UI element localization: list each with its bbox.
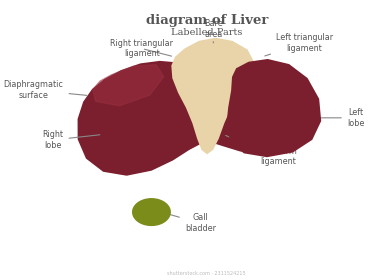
Text: Gall
bladder: Gall bladder [164,213,216,233]
Text: Falciform
ligament: Falciform ligament [226,136,297,166]
Text: Bare
area: Bare area [204,19,223,43]
Polygon shape [171,38,254,154]
Text: Right
lobe: Right lobe [43,130,100,150]
Text: Left triangular
ligament: Left triangular ligament [265,33,333,56]
Text: Right triangular
ligament: Right triangular ligament [110,39,173,58]
Polygon shape [226,59,321,157]
Text: diagram of Liver: diagram of Liver [146,14,268,27]
Polygon shape [133,199,170,225]
Text: Labelled Parts: Labelled Parts [171,28,243,37]
Text: Left
lobe: Left lobe [314,108,364,127]
Polygon shape [93,65,164,106]
Polygon shape [78,61,318,176]
Text: Diaphragmatic
surface: Diaphragmatic surface [4,80,87,100]
Text: shutterstock.com · 2311524215: shutterstock.com · 2311524215 [167,271,246,276]
